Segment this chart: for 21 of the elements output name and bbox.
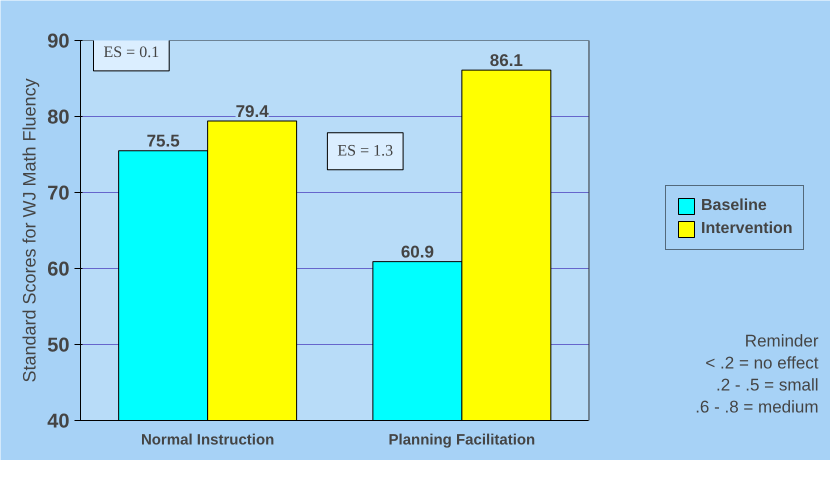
- x-tick-label: Planning Facilitation: [388, 432, 536, 448]
- y-tick-label: 50: [47, 334, 70, 356]
- data-label: 75.5: [146, 132, 180, 151]
- y-tick-label: 40: [47, 410, 70, 432]
- y-tick-label: 80: [47, 106, 70, 128]
- y-tick-label: 60: [47, 258, 70, 280]
- y-axis-title: Standard Scores for WJ Math Fluency: [19, 78, 40, 383]
- text: < .2 = no effect: [705, 354, 819, 372]
- legend-label: Baseline: [701, 197, 767, 215]
- annotation: ES = 1.3: [337, 142, 394, 160]
- x-tick-label: Normal Instruction: [140, 432, 274, 448]
- data-label: 79.4: [236, 102, 270, 122]
- data-label: 60.9: [400, 242, 434, 262]
- text: Reminder: [744, 332, 819, 350]
- y-tick-label: 70: [47, 182, 70, 204]
- y-tick-label: 90: [47, 30, 70, 52]
- legend-label: Intervention: [701, 220, 793, 238]
- data-label: 86.1: [490, 51, 523, 70]
- annotation: ES = 0.1: [104, 44, 160, 61]
- text: .2 - .5 = small: [716, 376, 819, 394]
- text: .6 - .8 = medium: [695, 398, 819, 416]
